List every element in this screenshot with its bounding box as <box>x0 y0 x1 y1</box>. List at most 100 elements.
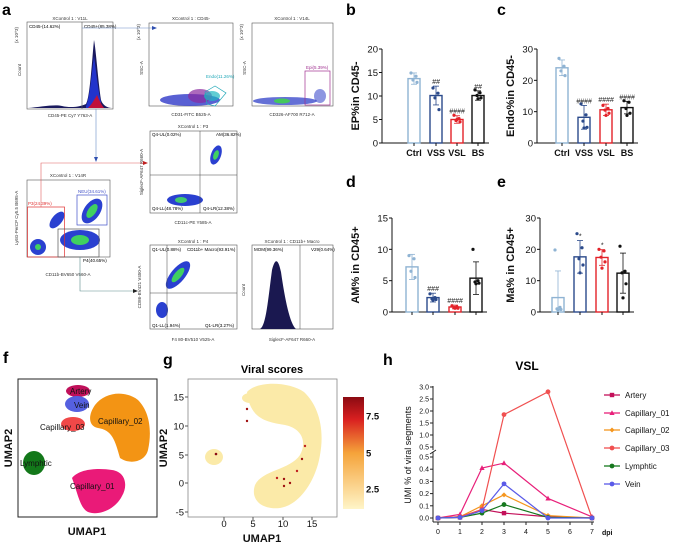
gate-p4 <box>57 228 100 258</box>
category-label: VSL <box>597 148 615 158</box>
colorbar-tick-label: 7.5 <box>366 412 380 423</box>
y-tick-label: 20 <box>522 76 533 87</box>
legend-marker <box>609 463 615 469</box>
gate-label: P3(24.39%) <box>28 201 52 206</box>
cluster-label: Vein <box>74 401 90 410</box>
cluster-vein <box>65 396 89 412</box>
gate-label: AM(36.82%) <box>216 132 242 137</box>
category-label: BS <box>621 148 634 158</box>
y-axis-label: CD86-BV421 V450-A <box>137 266 142 309</box>
flow-title: XControl 1 : P3 <box>178 124 209 129</box>
legend-item: Capillary_02 <box>604 426 670 435</box>
data-point <box>603 260 607 264</box>
x-axis-label: F4 80-BV510 V525-A <box>172 337 215 342</box>
density-cloud <box>49 211 65 229</box>
y-tick-label: 10 <box>522 107 533 118</box>
high-score-cell <box>275 476 279 480</box>
data-point <box>557 56 561 61</box>
data-point <box>562 64 566 68</box>
data-point <box>556 308 560 312</box>
series-capillary-03 <box>435 389 595 521</box>
y-axis-label: UMAP2 <box>3 429 15 468</box>
significance-mark: * <box>579 234 582 241</box>
cluster-capillary-01 <box>72 468 126 514</box>
plot-frame <box>149 130 238 214</box>
significance-mark: ## <box>432 79 440 86</box>
chart-title: Viral scores <box>241 364 303 376</box>
series-line <box>437 390 593 519</box>
data-point <box>582 126 586 130</box>
panel-label-g: g <box>163 352 173 369</box>
plot-frame <box>148 22 234 107</box>
gate-label: CD45-(14.62%) <box>29 24 61 29</box>
x-axis-label: UMAP1 <box>243 533 282 543</box>
gate-label: Endo(11.26%) <box>206 74 235 79</box>
data-point <box>621 296 625 300</box>
chart-title: VSL <box>515 359 538 373</box>
category-label: VSS <box>427 148 445 158</box>
data-point <box>471 247 475 251</box>
y-axis-label: UMI % of viral segments <box>403 406 413 504</box>
data-point <box>585 125 589 129</box>
histogram-red <box>88 95 104 108</box>
x-tick-label: 5 <box>250 519 255 530</box>
data-point <box>600 266 604 270</box>
gate-label: P4(40.65%) <box>83 258 107 263</box>
cells <box>247 383 322 509</box>
y-tick-label: 0 <box>531 308 536 319</box>
bar-chart-e: 0 10 20 30 Ma% in CD45+ * * <box>505 214 634 319</box>
data-point <box>601 103 605 107</box>
gate-label: Epi(5.39%) <box>306 65 329 70</box>
plot-frame <box>149 244 238 330</box>
gating-arrows <box>40 26 157 293</box>
panel-label-b: b <box>346 2 356 19</box>
y-tick-label: 0.5 <box>419 445 429 452</box>
x-tick-label: 4 <box>524 529 528 536</box>
significance-mark: #### <box>576 98 592 105</box>
y-tick-label: 0.0 <box>419 516 429 523</box>
cluster-label: Artery <box>70 387 91 396</box>
high-score-cell <box>282 484 286 488</box>
data-point <box>412 257 416 261</box>
gate-label: Q1-LL(1.94%) <box>152 323 181 328</box>
cluster-capillary-02 <box>90 393 150 462</box>
data-point <box>501 502 507 507</box>
data-point <box>434 297 438 302</box>
y-tick-label: 1.0 <box>419 433 429 440</box>
y-tick-label: 0.2 <box>419 491 429 498</box>
data-point <box>545 515 551 521</box>
data-point <box>599 255 603 259</box>
legend-label: Capillary_03 <box>625 444 670 453</box>
y-axis-label: Count <box>17 63 22 76</box>
data-point <box>479 508 485 514</box>
legend-item: Lymphtic <box>604 462 657 471</box>
significance-mark: #### <box>619 94 635 101</box>
x-tick-label: 10 <box>278 519 289 530</box>
data-point <box>607 111 611 115</box>
significance-mark: #### <box>447 298 463 305</box>
y-tick-label: 5 <box>383 276 388 287</box>
x-axis-label: CD326-AF700 R712-A <box>269 112 314 117</box>
data-point <box>435 515 441 521</box>
gate-label: Q1-LR(3.27%) <box>205 323 235 328</box>
arrowhead <box>152 26 157 30</box>
density-cloud <box>171 267 185 283</box>
x-tick-label: 0 <box>221 519 226 530</box>
y-tick-label: -5 <box>176 508 184 519</box>
data-point <box>545 495 551 501</box>
y-tick-label: 0 <box>528 139 533 150</box>
panel-label-d: d <box>346 174 356 191</box>
colorbar-tick-label: 2.5 <box>366 485 380 496</box>
data-point <box>589 515 595 521</box>
gate-endo <box>204 85 227 107</box>
data-point <box>618 244 622 248</box>
data-point <box>603 108 607 112</box>
y-tick-label: 10 <box>377 245 388 256</box>
colorbar-tick-label: 5 <box>366 449 372 460</box>
y-axis-label: Ly6G-PerCP Cy5.5 B695-A <box>14 191 19 246</box>
high-score-cell <box>245 407 249 411</box>
plot-frame <box>187 378 338 518</box>
data-point <box>584 113 588 117</box>
colorbar <box>343 397 364 509</box>
panel-label-e: e <box>497 174 506 191</box>
